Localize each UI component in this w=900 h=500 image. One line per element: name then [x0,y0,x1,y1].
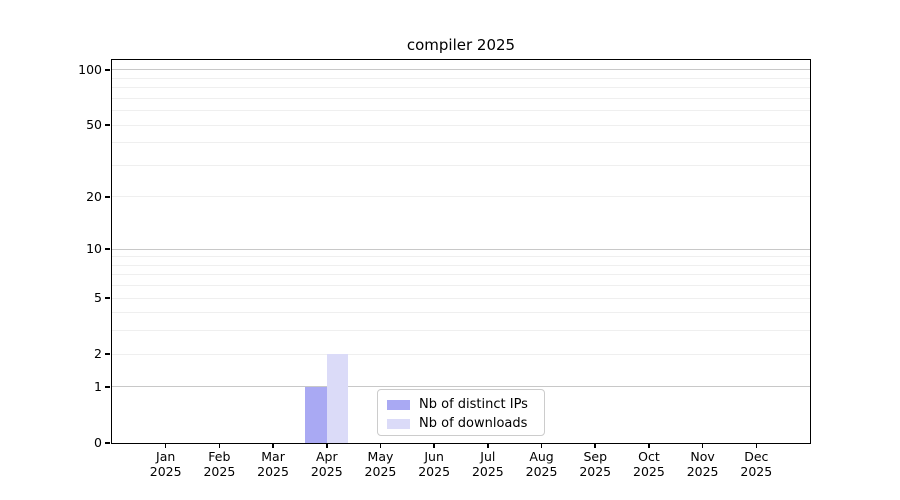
x-tick-label: Sep 2025 [579,449,612,479]
gridline-minor [112,285,810,287]
x-tick-label: Oct 2025 [633,449,665,479]
y-tick-mark [105,353,110,355]
x-tick-mark [325,443,328,448]
x-tick-label: Jun 2025 [418,449,451,479]
y-tick-mark [105,297,110,299]
bar-nb-of-downloads [326,354,349,443]
legend-swatch-downloads [387,418,410,429]
y-tick-mark [105,442,110,444]
x-tick-mark [164,443,167,448]
x-tick-label: May 2025 [364,449,397,479]
y-tick-label: 20 [86,188,102,204]
x-tick-mark [594,443,597,448]
legend-row-distinct-ips: Nb of distinct IPs [387,395,544,414]
x-tick-mark [487,443,489,448]
x-tick-mark [701,443,704,448]
y-tick-mark [105,248,110,250]
y-tick-mark [105,386,110,388]
x-tick-label: Aug 2025 [525,449,558,479]
gridline-minor [112,312,810,314]
x-tick-mark [755,443,758,448]
gridline-minor [112,264,810,266]
x-tick-label: Mar 2025 [257,449,289,479]
gridline-minor [112,87,810,89]
y-tick-label: 5 [94,289,102,305]
x-tick-mark [379,443,382,448]
gridline-major [112,69,810,71]
y-tick-label: 100 [78,61,102,77]
gridline-minor [112,164,810,166]
legend-label-downloads: Nb of downloads [419,416,528,431]
gridline-major [112,248,810,250]
y-tick-label: 0 [94,434,102,450]
y-tick-mark [105,196,110,198]
x-tick-label: Apr 2025 [310,449,343,479]
x-tick-label: Nov 2025 [686,449,719,479]
legend-row-downloads: Nb of downloads [387,414,544,433]
y-tick-label: 2 [94,345,102,361]
x-tick-mark [218,443,221,448]
x-tick-mark [648,443,650,448]
y-tick-mark [105,124,110,126]
gridline-minor [112,256,810,258]
gridline-minor [112,297,810,299]
x-tick-mark [272,443,274,448]
y-tick-mark [105,68,110,71]
gridline-minor [112,142,810,144]
gridline-minor [112,124,810,126]
y-tick-label: 1 [94,378,102,394]
gridline-minor [112,196,810,198]
gridline-major [112,386,810,388]
gridline-minor [112,330,810,332]
x-tick-mark [433,443,435,448]
y-tick-label: 50 [86,116,102,132]
bar-nb-of-distinct-ips [305,386,327,443]
x-tick-label: Jan 2025 [149,449,182,479]
gridline-minor [112,110,810,112]
gridline-minor [112,97,810,99]
x-tick-label: Dec 2025 [740,449,773,479]
gridline-minor [112,274,810,276]
legend-swatch-distinct-ips [387,399,410,410]
gridline-minor [112,77,810,79]
x-tick-label: Feb 2025 [203,449,236,479]
y-tick-label: 10 [86,240,102,256]
legend-label-distinct-ips: Nb of distinct IPs [419,397,528,412]
legend: Nb of distinct IPs Nb of downloads [377,389,545,436]
x-tick-mark [540,443,543,448]
plot-area: Nb of distinct IPs Nb of downloads [105,60,810,448]
chart-title: compiler 2025 [406,36,516,54]
x-tick-label: Jul 2025 [471,449,504,479]
gridline-minor [112,353,810,355]
